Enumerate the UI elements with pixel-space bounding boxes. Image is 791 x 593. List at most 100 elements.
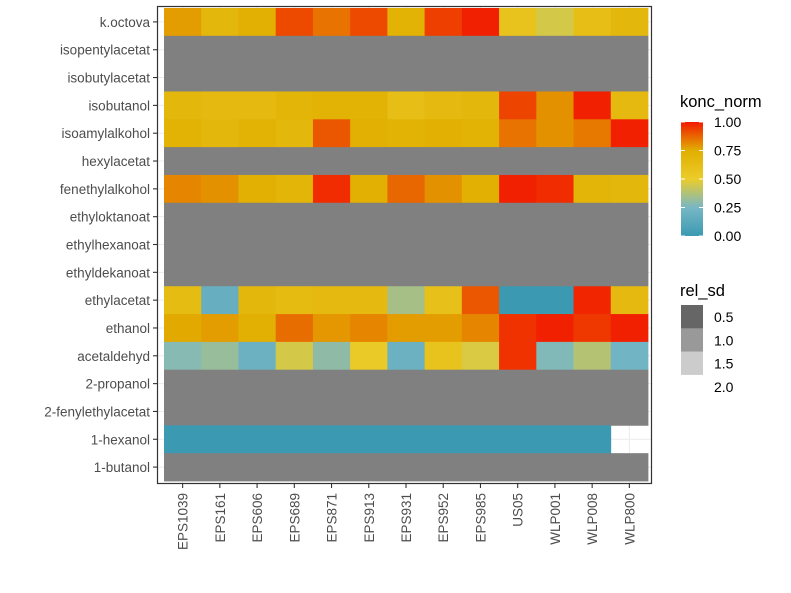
heatmap-cell-isobutylacetat-WLP001: [536, 63, 574, 92]
heatmap-cell-isoamylalkohol-EPS161: [201, 119, 239, 148]
heatmap-cell-isoamylalkohol-EPS931: [387, 119, 426, 148]
colorbar-label: 0.75: [714, 143, 741, 159]
heatmap-cell-fenethylalkohol-EPS871: [312, 174, 351, 204]
heatmap-cell-isoamylalkohol-EPS952: [424, 119, 463, 148]
rel-sd-key: [681, 328, 703, 352]
heatmap-cell-fenethylalkohol-EPS689: [275, 174, 314, 204]
heatmap-cell-fenethylalkohol-WLP800: [610, 174, 649, 204]
heatmap-cell-1-hexanol-EPS985: [461, 425, 500, 454]
y-tick-label: ethylacetat: [85, 293, 151, 308]
heatmap-cell-1-butanol-EPS913: [350, 453, 388, 482]
y-tick-label: 2-propanol: [85, 377, 150, 392]
heatmap-cell-hexylacetat-EPS985: [461, 147, 500, 176]
heatmap-cell-acetaldehyd-WLP800: [610, 341, 649, 371]
heatmap-cell-1-butanol-EPS985: [461, 453, 500, 482]
heatmap-cell-ethanol-EPS871: [312, 314, 351, 343]
rel-sd-label: 1.0: [714, 332, 734, 348]
heatmap-cell-1-butanol-WLP001: [536, 453, 574, 482]
heatmap-cell-ethyloktanoat-US05: [499, 202, 537, 231]
heatmap-cell-ethylhexanoat-WLP001: [536, 230, 574, 259]
x-tick-label: EPS689: [287, 493, 302, 543]
heatmap-cell-ethyloktanoat-EPS952: [424, 202, 463, 231]
heatmap-cell-1-butanol-WLP800: [610, 453, 649, 482]
heatmap-cell-ethylacetat-EPS871: [312, 286, 351, 315]
heatmap-cell-ethanol-EPS931: [387, 314, 426, 343]
colorbar: [681, 122, 703, 236]
heatmap-cell-1-hexanol-EPS689: [275, 425, 314, 454]
heatmap-cell-2-propanol-EPS871: [312, 369, 351, 398]
colorbar-label: 0.00: [714, 228, 741, 244]
heatmap-cell-acetaldehyd-US05: [499, 341, 537, 371]
colorbar-label: 1.00: [714, 114, 741, 130]
heatmap-cell-ethylacetat-EPS606: [238, 286, 277, 315]
rel-sd-key: [681, 351, 703, 376]
heatmap-cell-ethyldekanoat-EPS689: [275, 258, 314, 287]
heatmap-cell-acetaldehyd-EPS931: [387, 341, 426, 371]
x-tick-label: EPS985: [473, 493, 488, 543]
heatmap-cell-1-butanol-EPS1039: [164, 453, 202, 482]
heatmap-cell-k.octova-US05: [499, 8, 537, 37]
heatmap-cell-2-fenylethylacetat-WLP008: [573, 397, 612, 426]
heatmap-cell-2-propanol-EPS689: [275, 369, 314, 398]
heatmap-cell-2-fenylethylacetat-US05: [499, 397, 537, 426]
heatmap-cell-isobutanol-WLP800: [610, 91, 649, 120]
heatmap-cell-isopentylacetat-EPS952: [424, 35, 463, 65]
color-legend: konc_norm 1.00 0.75 0.50 0.25 0.00: [680, 93, 762, 244]
heatmap-cell-ethanol-EPS952: [424, 314, 463, 343]
heatmap-cell-2-fenylethylacetat-WLP800: [610, 397, 649, 426]
heatmap-cell-ethanol-EPS985: [461, 314, 500, 343]
y-tick-label: k.octova: [100, 15, 151, 30]
heatmap-cell-hexylacetat-EPS689: [275, 147, 314, 176]
heatmap-cell-fenethylalkohol-EPS161: [201, 174, 239, 204]
heatmap-cell-ethylacetat-EPS952: [424, 286, 463, 315]
heatmap-cell-hexylacetat-WLP800: [610, 147, 649, 176]
x-tick-label: EPS913: [362, 493, 377, 543]
heatmap-cell-ethylhexanoat-EPS985: [461, 230, 500, 259]
heatmap-cell-2-propanol-EPS913: [350, 369, 388, 398]
heatmap-cell-isobutanol-EPS871: [312, 91, 351, 120]
heatmap-cell-2-fenylethylacetat-EPS931: [387, 397, 426, 426]
heatmap-cell-isobutanol-EPS913: [350, 91, 388, 120]
heatmap-cell-ethyldekanoat-WLP800: [610, 258, 649, 287]
heatmap-cell-isopentylacetat-WLP800: [610, 35, 649, 65]
heatmap-cell-ethylhexanoat-WLP800: [610, 230, 649, 259]
heatmap-cell-k.octova-EPS871: [312, 8, 351, 37]
heatmap-cell-1-hexanol-EPS871: [312, 425, 351, 454]
x-tick-label: EPS931: [399, 493, 414, 543]
heatmap-cell-1-hexanol-WLP001: [536, 425, 574, 454]
heatmap-cell-isopentylacetat-EPS689: [275, 35, 314, 65]
y-tick-label: ethylhexanoat: [66, 238, 150, 253]
heatmap-cell-k.octova-EPS606: [238, 8, 277, 37]
heatmap-cell-isopentylacetat-EPS985: [461, 35, 500, 65]
heatmap-cell-1-hexanol-EPS952: [424, 425, 463, 454]
x-tick-label: EPS952: [436, 493, 451, 543]
heatmap-cell-ethylacetat-WLP001: [536, 286, 574, 315]
colorbar-label: 0.25: [714, 200, 741, 216]
heatmap-cell-hexylacetat-EPS161: [201, 147, 239, 176]
heatmap-cell-isobutanol-EPS689: [275, 91, 314, 120]
heatmap-cell-isobutanol-EPS606: [238, 91, 277, 120]
heatmap-cell-2-propanol-EPS1039: [164, 369, 202, 398]
heatmap-cell-isoamylalkohol-EPS871: [312, 119, 351, 148]
heatmap-cell-1-butanol-EPS161: [201, 453, 239, 482]
heatmap-cell-fenethylalkohol-WLP001: [536, 174, 574, 204]
heatmap-cell-ethanol-EPS606: [238, 314, 277, 343]
heatmap-cell-isoamylalkohol-EPS689: [275, 119, 314, 148]
heatmap-cell-2-fenylethylacetat-WLP001: [536, 397, 574, 426]
heatmap-cell-acetaldehyd-EPS1039: [164, 341, 202, 371]
heatmap-cell-ethyldekanoat-EPS952: [424, 258, 463, 287]
y-tick-label: acetaldehyd: [77, 349, 150, 364]
heatmap-cell-ethylhexanoat-EPS606: [238, 230, 277, 259]
heatmap-cell-ethyloktanoat-WLP800: [610, 202, 649, 231]
heatmap-cell-isobutylacetat-EPS913: [350, 63, 388, 92]
heatmap-cell-1-butanol-WLP008: [573, 453, 612, 482]
heatmap-cell-isopentylacetat-WLP001: [536, 35, 574, 65]
heatmap-cell-2-propanol-WLP008: [573, 369, 612, 398]
y-tick-label: fenethylalkohol: [60, 182, 150, 197]
heatmap-cell-fenethylalkohol-EPS913: [350, 174, 388, 204]
heatmap-cell-ethylacetat-EPS1039: [164, 286, 202, 315]
heatmap-cell-2-fenylethylacetat-EPS871: [312, 397, 351, 426]
y-tick-label: 1-butanol: [94, 460, 150, 475]
heatmap-cell-fenethylalkohol-WLP008: [573, 174, 612, 204]
heatmap-cell-2-fenylethylacetat-EPS913: [350, 397, 388, 426]
